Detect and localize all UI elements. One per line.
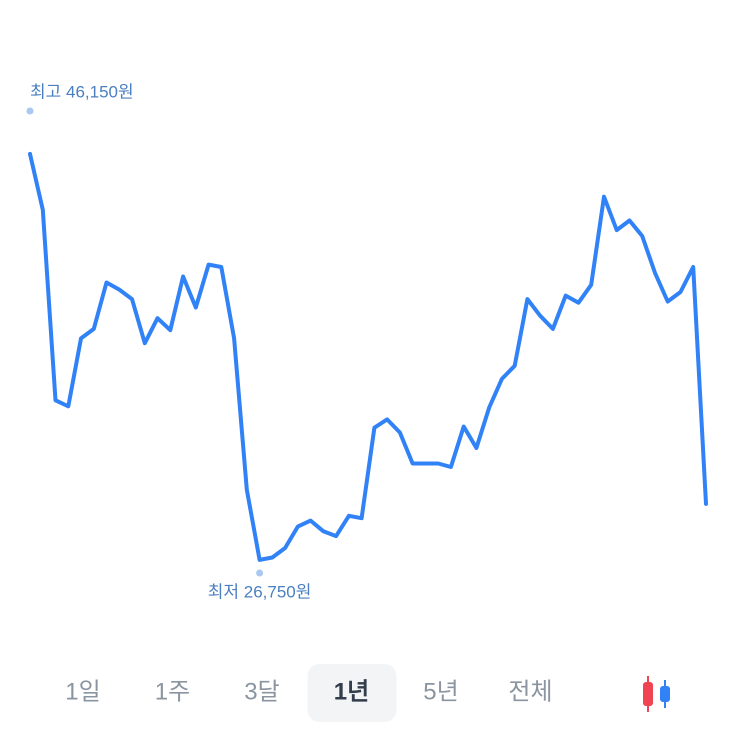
period-tab[interactable]: 3달 bbox=[244, 678, 279, 705]
low-label: 최저 26,750원 bbox=[208, 582, 312, 601]
period-tab[interactable]: 1일 bbox=[65, 678, 100, 705]
candle-body bbox=[643, 682, 653, 706]
period-tab[interactable]: 5년 bbox=[423, 678, 458, 705]
low-marker bbox=[256, 569, 264, 577]
price-line bbox=[28, 151, 708, 562]
chart-type-toggle[interactable] bbox=[643, 676, 670, 712]
period-tab[interactable]: 1년 bbox=[334, 678, 369, 705]
selected-tab-background bbox=[307, 664, 397, 722]
period-tab[interactable]: 1주 bbox=[155, 678, 190, 705]
high-marker bbox=[26, 107, 34, 115]
period-tab[interactable]: 전체 bbox=[508, 678, 552, 705]
high-label: 최고 46,150원 bbox=[30, 82, 134, 101]
candle-body bbox=[660, 686, 670, 702]
